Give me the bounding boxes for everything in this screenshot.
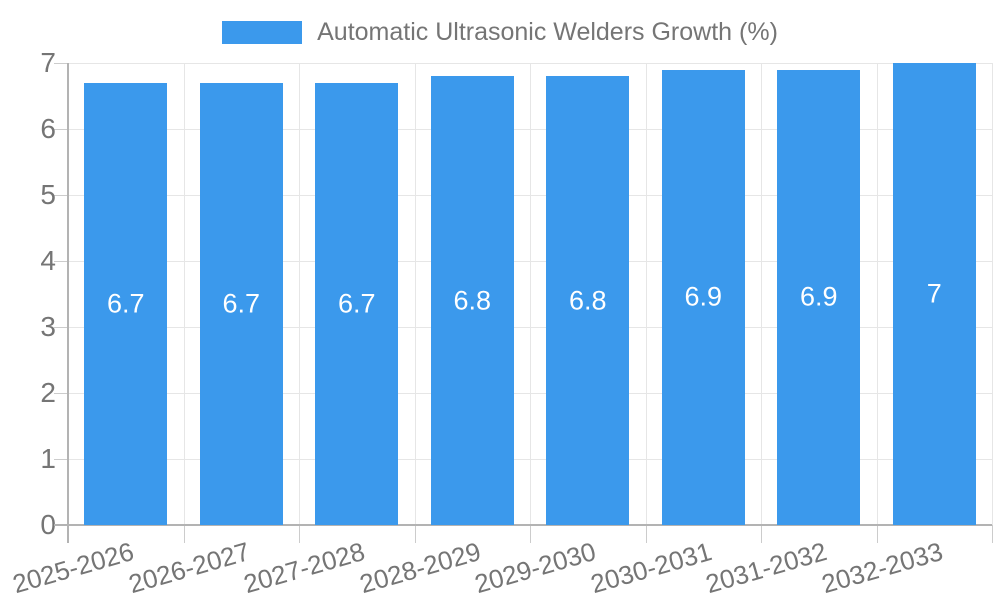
bar[interactable]: [661, 69, 745, 525]
bar[interactable]: [199, 82, 283, 525]
x-axis-label: 2028-2029: [356, 536, 484, 600]
v-gridline: [992, 63, 993, 525]
bar-value-label: 6.9: [799, 281, 838, 312]
y-axis-tick: [54, 327, 68, 328]
x-axis-label: 2025-2026: [9, 536, 138, 600]
x-axis-label: 2032-2033: [818, 536, 946, 600]
bar-value-label: 6.7: [222, 288, 261, 319]
y-axis-label: 5: [40, 179, 56, 210]
x-axis-tick: [761, 525, 762, 543]
x-axis-line: [54, 524, 992, 526]
y-axis-tick: [54, 129, 68, 130]
x-axis-tick: [992, 525, 993, 543]
x-axis-label: 2026-2027: [125, 536, 253, 600]
y-axis-label: 6: [40, 113, 56, 144]
y-axis-label: 2: [40, 377, 56, 408]
x-axis-label: 2030-2031: [587, 536, 715, 600]
bar-value-label: 6.9: [684, 281, 723, 312]
v-gridline: [761, 63, 762, 525]
x-axis-tick: [299, 525, 300, 543]
bar[interactable]: [315, 82, 399, 525]
x-axis-tick: [183, 525, 185, 543]
v-gridline: [645, 63, 647, 525]
v-gridline: [530, 63, 531, 525]
x-axis-label: 2027-2028: [240, 536, 369, 600]
bar[interactable]: [430, 76, 514, 525]
y-axis-tick: [54, 459, 68, 460]
x-axis-tick: [645, 525, 647, 543]
y-axis-tick: [54, 261, 68, 262]
y-axis-label: 3: [40, 311, 56, 342]
y-axis-tick: [54, 63, 68, 64]
v-gridline: [414, 63, 416, 525]
x-axis-tick: [876, 525, 878, 543]
y-axis-label: 1: [40, 443, 56, 474]
legend-swatch: [222, 21, 303, 44]
bar[interactable]: [777, 69, 861, 525]
bar-value-label: 6.7: [106, 288, 145, 319]
x-axis-tick: [414, 525, 416, 543]
y-axis-label: 7: [40, 47, 56, 78]
y-axis-label: 4: [40, 245, 56, 276]
bar-value-label: 7: [926, 278, 942, 309]
y-axis-line: [67, 63, 69, 543]
bar[interactable]: [84, 82, 168, 525]
x-axis-tick: [530, 525, 531, 543]
v-gridline: [183, 63, 185, 525]
bar[interactable]: [546, 76, 630, 525]
bar-value-label: 6.7: [337, 288, 376, 319]
chart-legend[interactable]: Automatic Ultrasonic Welders Growth (%): [0, 18, 1000, 47]
x-axis-label: 2031-2032: [702, 536, 831, 600]
y-axis-label: 0: [40, 509, 56, 540]
bar-value-label: 6.8: [453, 285, 492, 316]
v-gridline: [876, 63, 878, 525]
y-axis-tick: [54, 393, 68, 394]
v-gridline: [299, 63, 300, 525]
y-axis-tick: [54, 195, 68, 196]
bar[interactable]: [892, 63, 976, 525]
legend-label: Automatic Ultrasonic Welders Growth (%): [317, 18, 778, 46]
bar-value-label: 6.8: [568, 285, 607, 316]
x-axis-label: 2029-2030: [471, 536, 600, 600]
